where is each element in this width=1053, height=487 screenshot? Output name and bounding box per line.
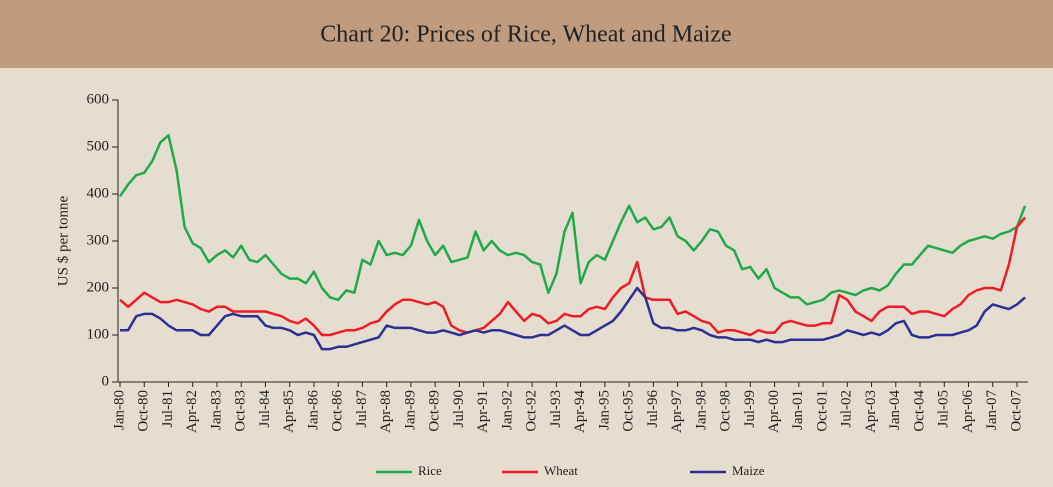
x-tick-label: Jan-98 <box>693 390 709 430</box>
x-tick-label: Jan-83 <box>208 390 224 430</box>
x-tick-label: Jan-95 <box>596 390 612 430</box>
series-line <box>120 286 1026 351</box>
x-tick-label: Jan-01 <box>790 390 806 430</box>
x-tick-label: Jan-07 <box>984 390 1000 430</box>
chart-title: Chart 20: Prices of Rice, Wheat and Maiz… <box>320 22 731 48</box>
x-tick-label: Apr-91 <box>475 390 491 433</box>
x-tick-label: Oct-01 <box>814 390 830 432</box>
x-tick-label: Jul-02 <box>839 390 855 428</box>
x-tick-label: Jul-93 <box>548 390 564 428</box>
legend-label: Wheat <box>544 463 578 478</box>
x-tick-label: Apr-88 <box>378 390 394 433</box>
x-tick-label: Apr-00 <box>766 390 782 433</box>
x-tick-label: Oct-83 <box>233 390 249 432</box>
x-tick-label: Jul-99 <box>742 390 758 428</box>
x-tick-label: Jan-89 <box>402 390 418 430</box>
x-tick-label: Oct-07 <box>1008 390 1024 432</box>
series-line <box>118 134 1027 306</box>
x-tick-label: Jul-05 <box>936 390 952 428</box>
x-tick-label: Jan-86 <box>305 390 321 430</box>
x-tick-label: Apr-94 <box>572 390 588 434</box>
x-tick-label: Jul-96 <box>645 390 661 428</box>
x-tick-label: Oct-04 <box>911 390 927 432</box>
x-tick-label: Jan-04 <box>887 390 903 430</box>
y-tick-label: 600 <box>87 91 110 107</box>
x-tick-label: Jul-81 <box>160 390 176 428</box>
y-tick-label: 300 <box>87 232 110 248</box>
x-tick-label: Apr-97 <box>669 390 685 434</box>
y-tick-label: 500 <box>87 138 110 154</box>
x-tick-label: Apr-82 <box>184 390 200 433</box>
title-band <box>0 0 1053 68</box>
x-tick-label: Oct-89 <box>427 390 443 432</box>
y-tick-label: 200 <box>87 279 110 295</box>
x-tick-label: Apr-85 <box>281 390 297 433</box>
y-tick-label: 100 <box>87 326 110 342</box>
y-axis-label: US $ per tonne <box>55 195 71 286</box>
x-tick-label: Oct-80 <box>136 390 152 432</box>
x-tick-label: Oct-86 <box>330 390 346 432</box>
y-tick-label: 400 <box>87 185 110 201</box>
series-line <box>119 216 1027 337</box>
legend-label: Maize <box>732 463 765 478</box>
x-tick-label: Jul-84 <box>257 390 273 428</box>
x-tick-label: Oct-98 <box>718 390 734 432</box>
x-tick-label: Jul-90 <box>451 390 467 428</box>
x-tick-label: Apr-06 <box>960 390 976 434</box>
x-tick-label: Jan-80 <box>111 390 127 430</box>
x-tick-label: Jan-92 <box>499 390 515 430</box>
x-tick-label: Apr-03 <box>863 390 879 433</box>
x-tick-label: Oct-92 <box>524 390 540 432</box>
y-tick-label: 0 <box>102 373 110 389</box>
x-tick-label: Jul-87 <box>354 390 370 428</box>
legend-label: Rice <box>418 463 442 478</box>
x-tick-label: Oct-95 <box>621 390 637 432</box>
